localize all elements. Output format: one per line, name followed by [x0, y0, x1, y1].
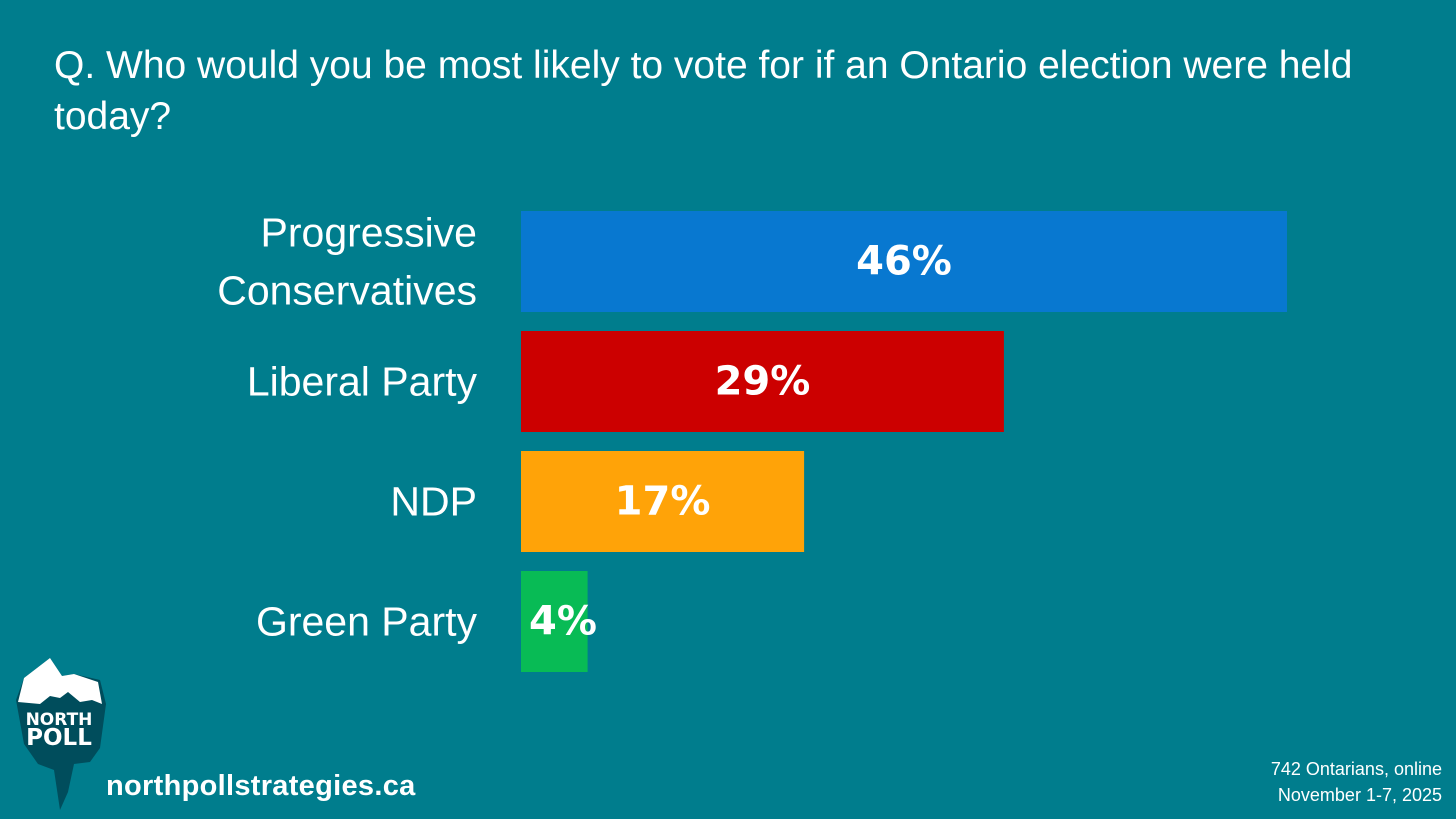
value-label-0: 46%	[856, 239, 952, 285]
chart-title: Q. Who would you be most likely to vote …	[54, 44, 1353, 138]
bar-0	[521, 211, 1287, 312]
value-label-1: 29%	[715, 359, 811, 405]
logo-line2: POLL	[26, 725, 92, 751]
value-label-2: 17%	[615, 479, 711, 525]
bar-2	[521, 451, 805, 552]
category-label-2: NDP	[390, 479, 477, 525]
value-label-3: 4%	[529, 599, 597, 645]
bar-1	[521, 331, 1004, 432]
logo-line1: NORTH	[26, 710, 93, 730]
bar-3	[521, 571, 588, 672]
category-label-1: Liberal Party	[247, 359, 478, 405]
category-label-3: Green Party	[256, 599, 478, 645]
website-link[interactable]: northpollstrategies.ca	[106, 770, 416, 802]
category-label-0: Progressive Conservatives	[217, 210, 477, 314]
north-poll-logo: NORTH POLL	[16, 658, 106, 810]
iceberg-snowcap-icon	[18, 658, 102, 704]
methodology-note: 742 Ontarians, online November 1-7, 2025	[1271, 756, 1442, 808]
sample-size-text: 742 Ontarians, online	[1270, 759, 1442, 779]
field-dates-text: November 1-7, 2025	[1277, 785, 1442, 805]
